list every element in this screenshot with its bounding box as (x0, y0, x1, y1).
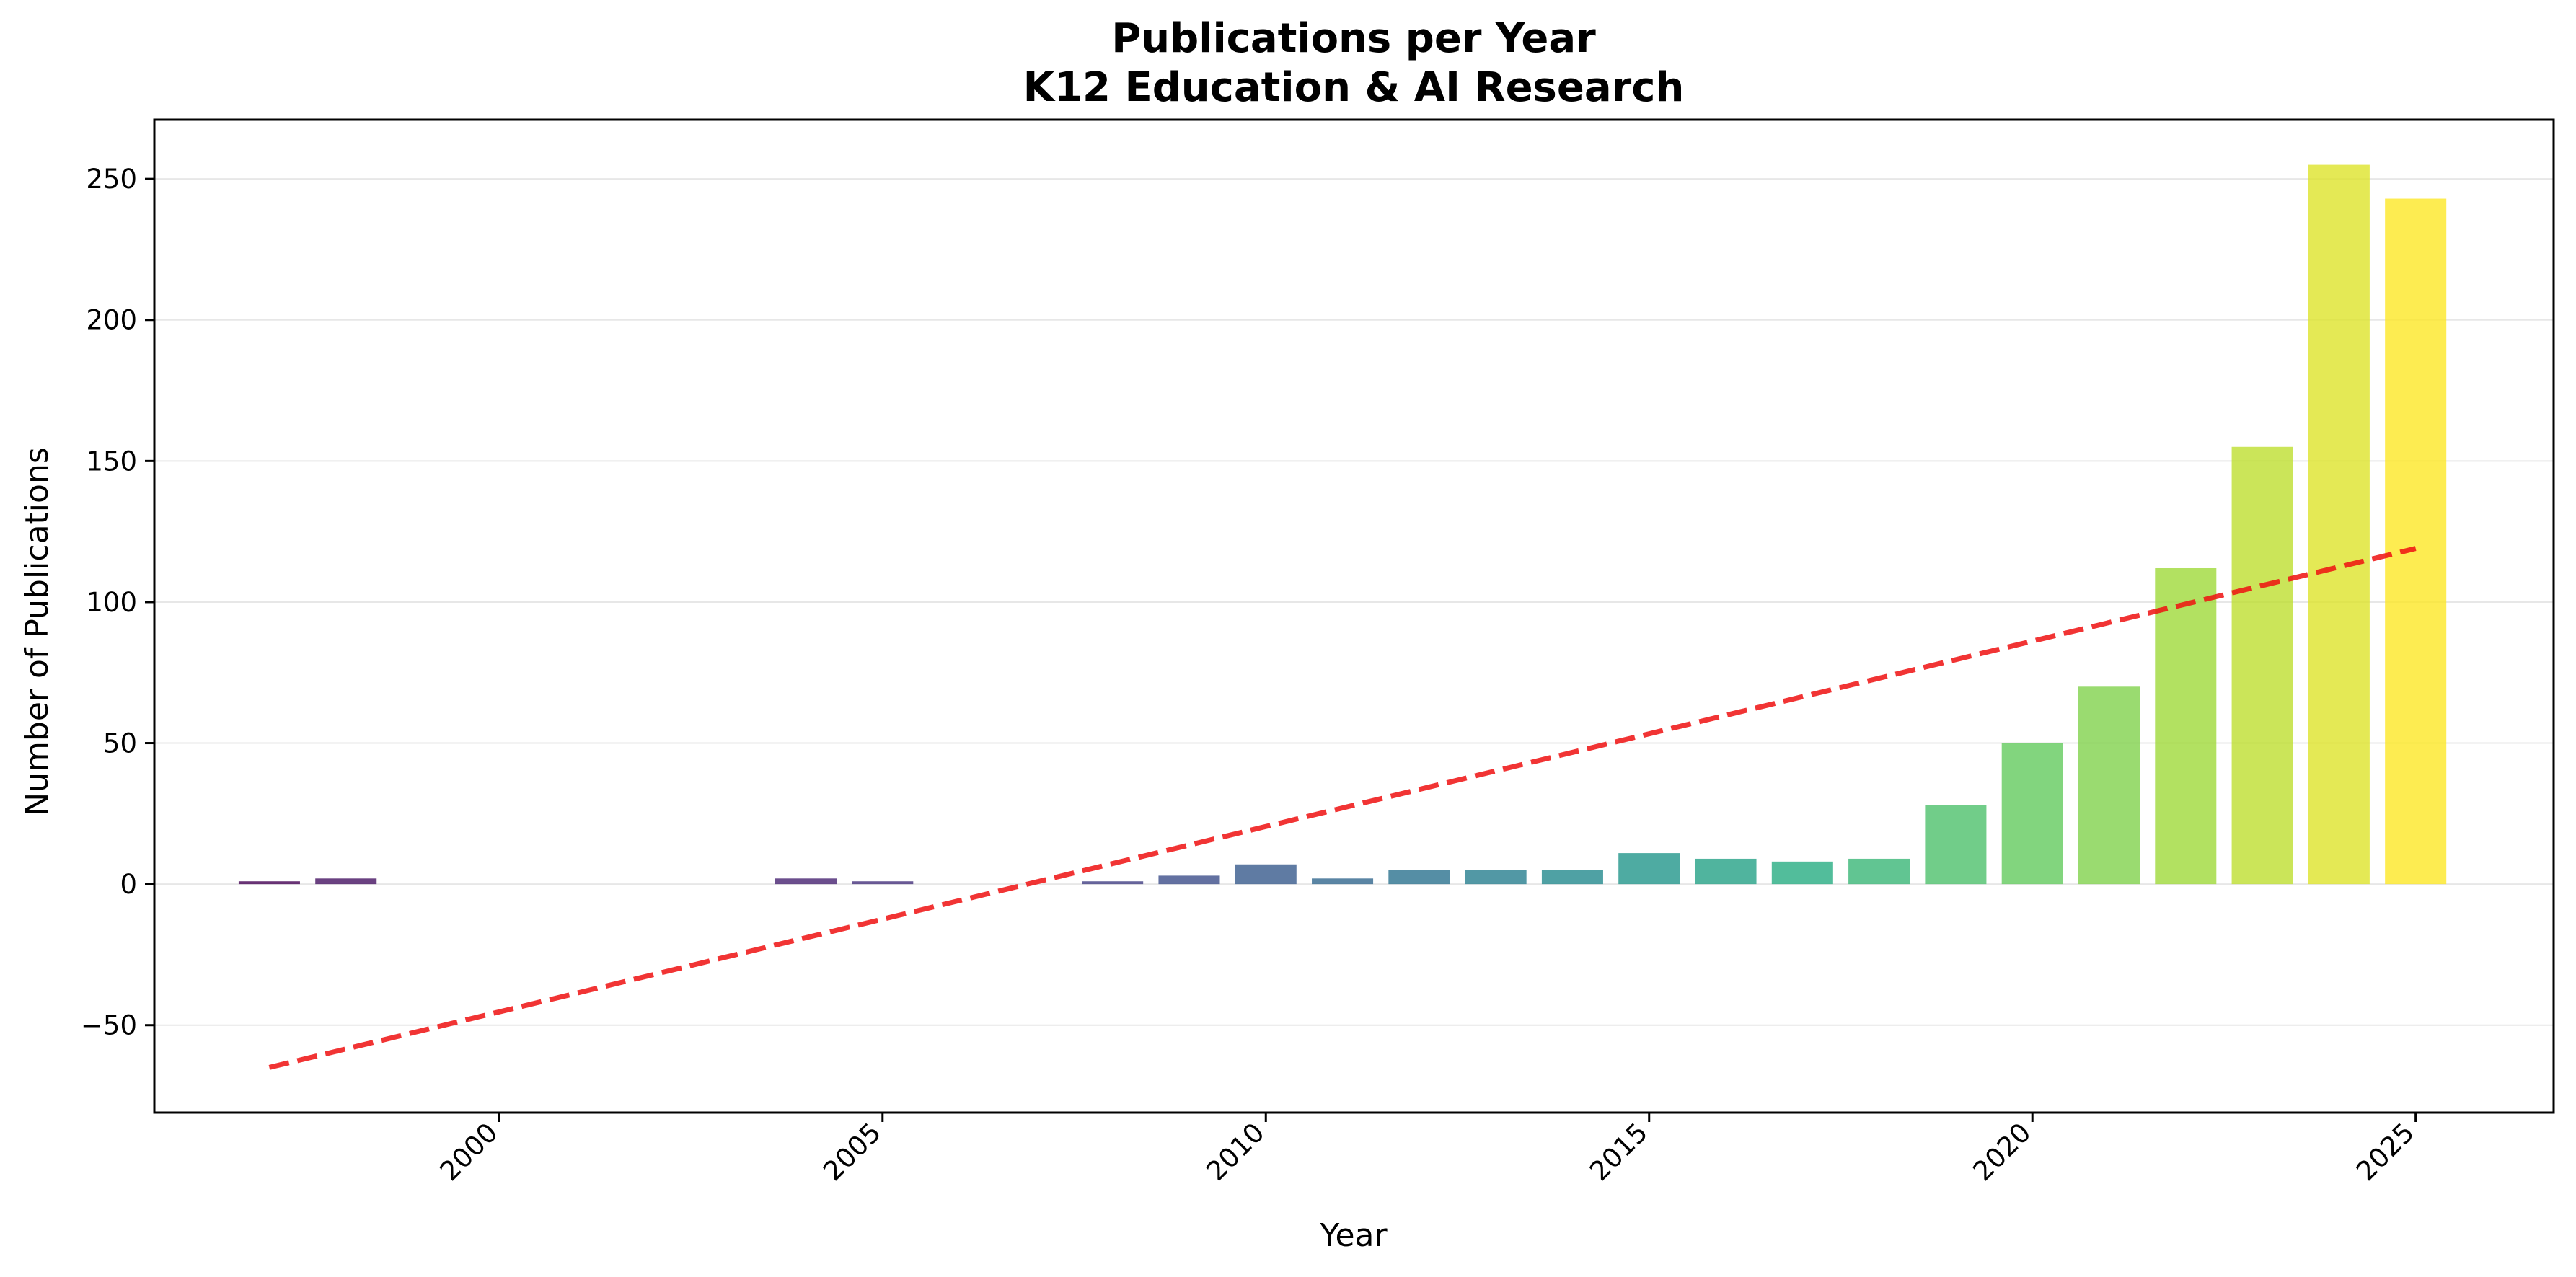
bar-2008 (1082, 881, 1144, 885)
bar-2017 (1771, 861, 1833, 885)
bar-2023 (2231, 446, 2293, 885)
bar-2022 (2155, 567, 2217, 885)
y-tick-label: 250 (86, 164, 137, 195)
bar-2012 (1388, 870, 1450, 885)
bar-2020 (2001, 743, 2063, 885)
axes: −50 0 50 100 150 200 250 2000 2005 2010 2015 2020 20… (81, 164, 2420, 1187)
chart-title: Publications per Year (1111, 15, 1596, 62)
trend-line-layer (268, 546, 2417, 1070)
bar-2016 (1695, 858, 1757, 885)
x-tick-label: 2020 (1967, 1117, 2037, 1187)
bar-1997 (238, 881, 300, 885)
y-tick-label: 200 (86, 305, 137, 336)
bar-2024 (2308, 164, 2370, 885)
y-tick-label: 100 (86, 587, 137, 618)
bar-1998 (315, 878, 377, 885)
x-tick-label: 2005 (817, 1117, 887, 1187)
bar-2011 (1312, 878, 1374, 885)
y-tick-label: 0 (120, 869, 137, 900)
gridlines (154, 178, 2554, 1026)
bar-2013 (1465, 870, 1527, 885)
plot-frame (153, 118, 2555, 1114)
x-tick-label: 2015 (1584, 1117, 1654, 1187)
y-tick-label: −50 (81, 1010, 137, 1041)
y-tick-label: 150 (86, 446, 137, 477)
bar-2009 (1158, 875, 1220, 885)
bar-2021 (2078, 686, 2140, 885)
trend-line (268, 546, 2417, 1070)
y-tick-label: 50 (103, 728, 137, 759)
bar-2019 (1925, 805, 1987, 885)
bar-2014 (1541, 870, 1603, 885)
x-tick-label: 2025 (2350, 1117, 2420, 1187)
y-axis-label: Number of Publications (19, 447, 56, 816)
chart-subtitle: K12 Education & AI Research (1023, 64, 1685, 111)
x-axis-label: Year (1319, 1217, 1388, 1254)
bar-2018 (1848, 858, 1910, 885)
bar-2005 (852, 881, 914, 885)
bars (238, 164, 2447, 885)
bar-2004 (775, 878, 837, 885)
bar-2025 (2385, 198, 2447, 885)
bar-2015 (1618, 853, 1680, 885)
bar-2010 (1235, 864, 1297, 885)
x-tick-label: 2010 (1201, 1117, 1271, 1187)
x-tick-label: 2000 (434, 1117, 504, 1187)
